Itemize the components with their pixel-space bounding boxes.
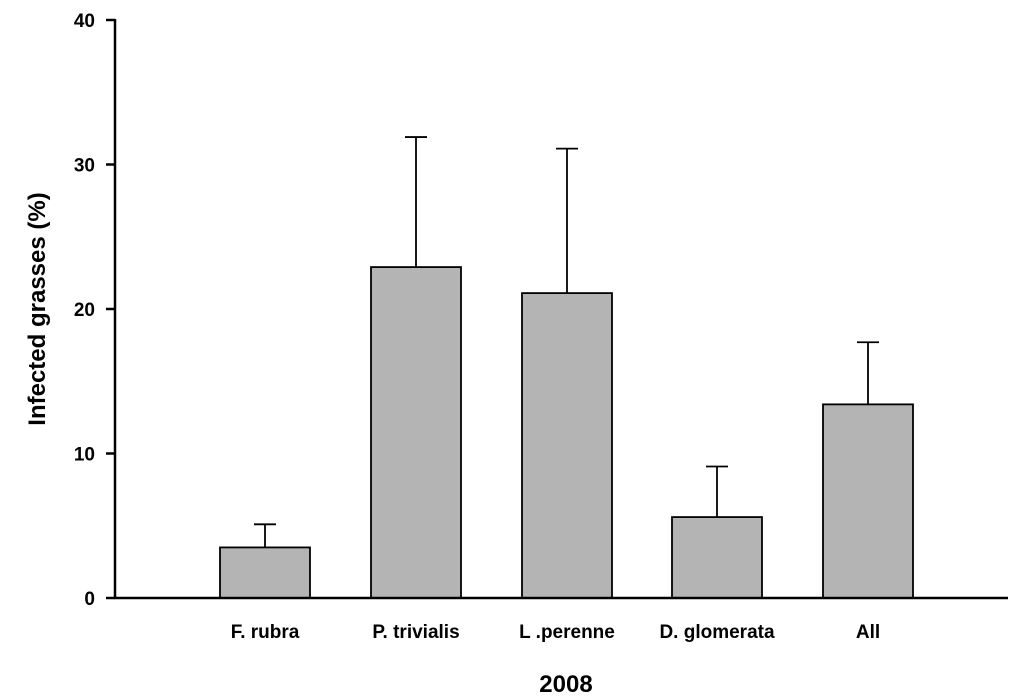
x-categories-layer: F. rubra P. trivialis L .perenne D. glomera… <box>231 622 880 643</box>
y-tick-label: 20 <box>74 300 95 321</box>
y-ticks-layer: 0 10 20 30 40 <box>74 11 115 610</box>
y-tick-label: 10 <box>74 445 95 466</box>
y-tick-label: 40 <box>74 11 95 32</box>
bars-layer <box>219 266 914 599</box>
x-axis-title: 2008 <box>539 671 592 697</box>
x-category-label: P. trivialis <box>372 622 459 643</box>
bar <box>370 266 462 599</box>
y-axis-title: Infected grasses (%) <box>24 192 51 425</box>
x-category-label: D. glomerata <box>659 622 775 643</box>
y-tick-label: 30 <box>74 156 95 177</box>
y-tick-label: 0 <box>84 589 95 610</box>
error-bars-layer <box>254 136 879 548</box>
x-category-label: All <box>856 622 880 643</box>
bar <box>521 292 613 599</box>
bar <box>219 546 311 599</box>
x-category-label: F. rubra <box>231 622 300 643</box>
bar <box>822 403 914 599</box>
bar <box>671 516 763 599</box>
x-category-label: L .perenne <box>519 622 615 643</box>
